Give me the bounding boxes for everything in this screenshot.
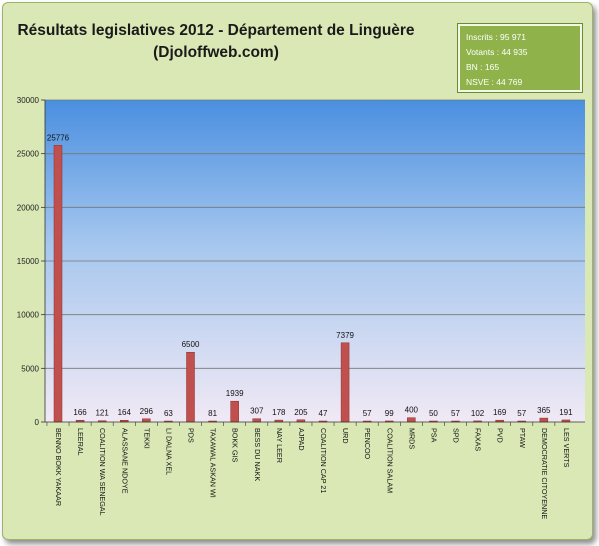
stat-votants: Votants : 44 935	[466, 47, 528, 57]
x-tick-label: MRDS	[407, 428, 416, 449]
x-tick-label: NAY LEER	[275, 428, 284, 463]
data-label: 296	[140, 407, 154, 416]
data-label: 121	[95, 409, 109, 418]
y-tick-label: 0	[35, 418, 40, 427]
x-tick-label: COALITION SALAM	[385, 428, 394, 493]
x-tick-label: PSA	[429, 428, 438, 443]
y-tick-label: 25000	[17, 150, 40, 159]
data-label: 57	[517, 409, 526, 418]
stats-box: Inscrits : 95 971 Votants : 44 935 BN : …	[457, 23, 583, 93]
bar	[230, 400, 239, 423]
x-tick-label: LEERAL	[76, 428, 85, 456]
y-axis: 0 5000 10000 15000 20000 25000 30000	[17, 96, 46, 427]
data-label: 6500	[182, 340, 200, 349]
data-label: 7379	[336, 331, 354, 340]
x-tick-label: TEKKI	[142, 428, 151, 449]
data-label: 102	[471, 409, 485, 418]
data-label: 25776	[47, 133, 70, 142]
data-label: 57	[451, 409, 460, 418]
stat-inscrits: Inscrits : 95 971	[466, 32, 527, 42]
x-tick-label: DEMOCRATIE CITOYENNE	[540, 428, 549, 519]
bar	[53, 145, 63, 423]
data-label: 365	[537, 406, 551, 415]
x-tick-label: AJPAD	[297, 428, 306, 451]
x-tick-label: TAXAWAL ASKAN WI	[209, 428, 218, 498]
data-label: 166	[73, 408, 87, 417]
x-tick-label: BESS DU NAKK	[253, 428, 262, 481]
chart-subtitle: (Djoloffweb.com)	[153, 44, 279, 61]
bar	[186, 351, 195, 423]
data-label: 57	[363, 409, 372, 418]
y-tick-label: 20000	[17, 203, 40, 212]
x-tick-label: PVD	[496, 428, 505, 443]
x-tick-label: LES VERTS	[562, 428, 571, 468]
x-tick-label: ALASSANE NDOYE	[120, 428, 129, 494]
x-tick-label: COALITION WA SENEGAL	[98, 428, 107, 516]
x-tick-label: PENCOO	[363, 428, 372, 460]
x-tick-label: SPD	[452, 428, 461, 443]
x-tick-label: BOKK GIS	[231, 428, 240, 463]
data-label: 191	[559, 408, 573, 417]
data-label: 307	[250, 407, 264, 416]
stat-nsve: NSVE : 44 769	[466, 77, 523, 87]
data-labels: 25776 166 121 164 296 63 6500 81 1939 307 178 205 47…	[47, 133, 573, 418]
x-axis: BENNO BOKK YAKAAR LEERAL COALITION WA SENE…	[45, 421, 585, 519]
x-tick-label: URD	[341, 428, 350, 444]
y-tick-label: 15000	[17, 257, 40, 266]
x-tick-label: BENNO BOKK YAKAAR	[54, 428, 63, 506]
x-tick-label: LI DALNA XEL	[164, 428, 173, 475]
bar	[340, 342, 350, 423]
chart-title-block: Résultats legislatives 2012 - Départemen…	[6, 20, 426, 64]
x-tick-label: PTAW	[518, 428, 527, 448]
data-label: 81	[208, 409, 217, 418]
y-tick-label: 10000	[17, 311, 40, 320]
bar	[407, 417, 416, 423]
data-label: 400	[405, 406, 419, 415]
data-label: 205	[294, 408, 308, 417]
x-tick-label: COALITION CAP 21	[319, 428, 328, 493]
stat-bn: BN : 165	[466, 62, 500, 72]
data-label: 178	[272, 408, 286, 417]
data-label: 50	[429, 409, 438, 418]
y-tick-label: 30000	[17, 96, 40, 105]
gridlines	[45, 99, 585, 369]
data-label: 164	[118, 408, 132, 417]
data-label: 99	[385, 409, 394, 418]
bar	[252, 418, 261, 423]
y-tick-label: 5000	[21, 364, 39, 373]
x-tick-label: PDS	[187, 428, 196, 443]
bar	[142, 418, 151, 423]
x-tick-label: FAXAS	[474, 428, 483, 451]
chart-title: Résultats legislatives 2012 - Départemen…	[17, 22, 415, 39]
data-label: 169	[493, 408, 507, 417]
data-label: 1939	[226, 389, 244, 398]
data-label: 63	[164, 409, 173, 418]
bar	[539, 417, 549, 423]
data-label: 47	[319, 409, 328, 418]
